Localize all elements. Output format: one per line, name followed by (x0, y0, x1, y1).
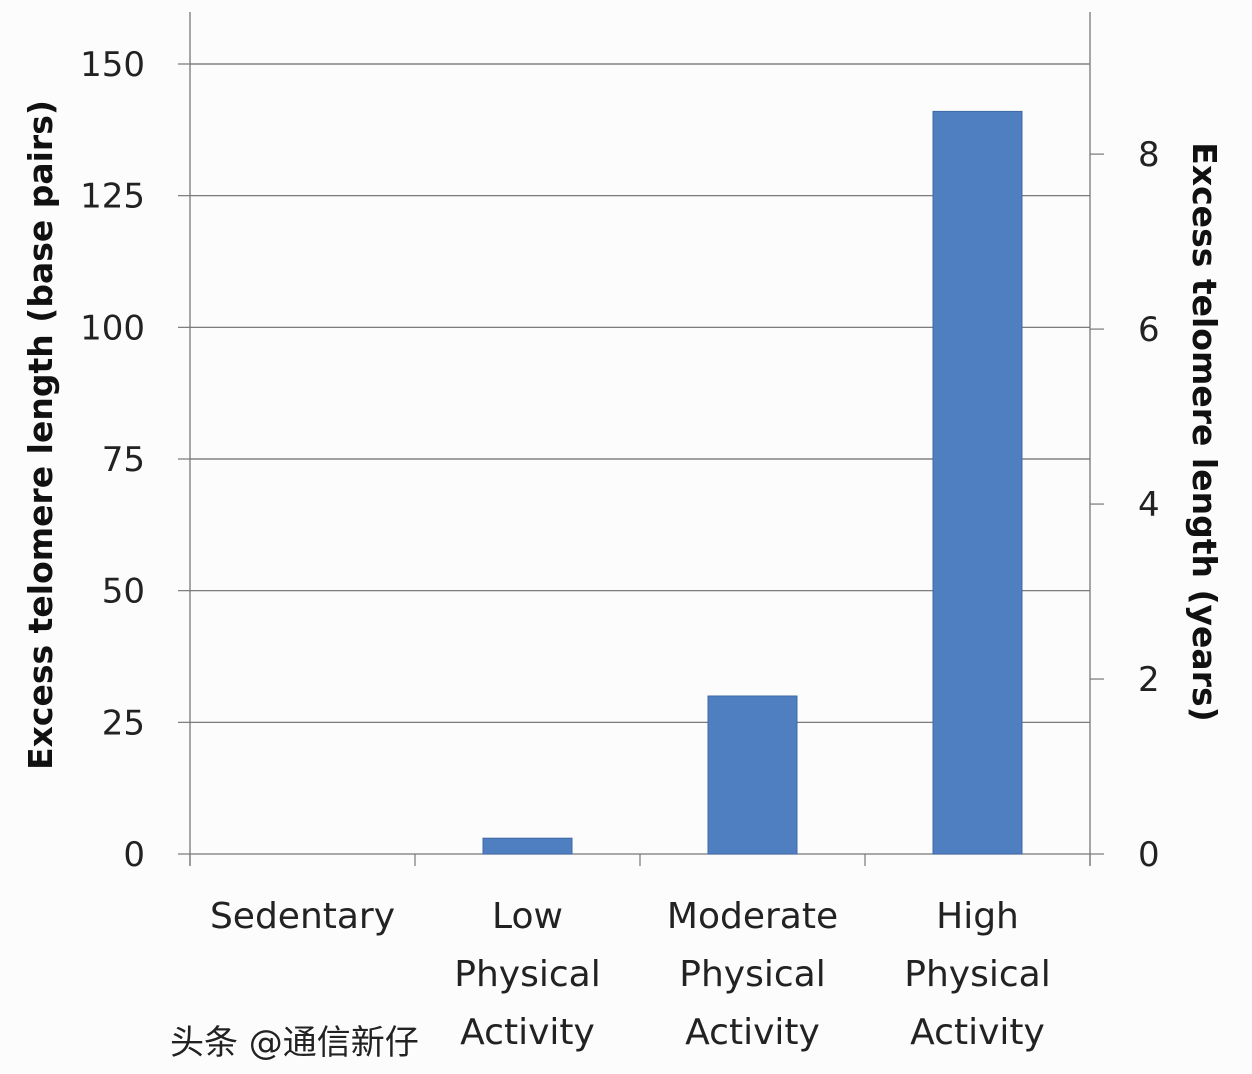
y2-tick-label: 4 (1138, 485, 1160, 525)
x-category-label: Activity (910, 1012, 1045, 1053)
x-category-label: Moderate (667, 896, 838, 937)
x-category-label: Sedentary (210, 896, 395, 937)
y-tick-label: 75 (102, 440, 145, 480)
y-tick-label: 25 (102, 703, 145, 743)
x-category-label: Physical (679, 954, 825, 995)
y-axis-title: Excess telomere length (base pairs) (21, 100, 60, 770)
y-tick-label: 50 (102, 572, 145, 612)
y2-tick-label: 0 (1138, 835, 1160, 875)
y-tick-label: 125 (80, 177, 145, 217)
bar (482, 837, 573, 855)
y2-axis-title: Excess telomere length (years) (1185, 142, 1224, 721)
y-tick-label: 0 (123, 835, 145, 875)
x-category-label: Physical (904, 954, 1050, 995)
x-category-label: Low (492, 896, 563, 937)
x-category-label: Activity (460, 1012, 595, 1053)
y-tick-label: 150 (80, 45, 145, 85)
x-category-label: High (936, 896, 1019, 937)
y-tick-label: 100 (80, 308, 145, 348)
y2-tick-label: 6 (1138, 310, 1160, 350)
y2-tick-label: 2 (1138, 660, 1160, 700)
bar (707, 695, 798, 855)
bar (932, 110, 1023, 855)
y2-tick-label: 8 (1138, 135, 1160, 175)
x-category-label: Physical (454, 954, 600, 995)
x-category-label: Activity (685, 1012, 820, 1053)
watermark: 头条 @通信新仔 (170, 1023, 419, 1063)
